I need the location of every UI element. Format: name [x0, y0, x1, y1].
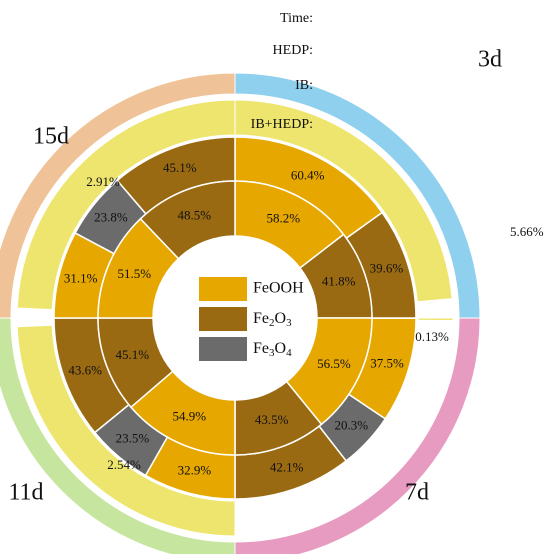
hedp-label-15d: 2.91% — [86, 174, 120, 189]
ib-label-feooh-7d: 37.5% — [370, 355, 404, 370]
ib-label-fe3o4-7d: 20.3% — [335, 417, 369, 432]
hedp-label-11d: 2.54% — [107, 457, 141, 472]
legend-text-fe3o4: Fe3O4 — [253, 340, 292, 359]
time-ring-15d — [0, 72, 236, 319]
row-label-2: IB: — [295, 78, 313, 93]
ib-label-fe2o3-7d: 42.1% — [270, 459, 304, 474]
hedp-ring-7d — [417, 317, 454, 322]
ibhedp-segment-feooh-15d — [97, 217, 180, 319]
ibhedp-label-fe2o3-7d: 43.5% — [255, 412, 289, 427]
ib-label-fe3o4-11d: 23.5% — [116, 430, 150, 445]
legend-swatch-fe2o3 — [199, 307, 247, 331]
hedp-ring-11d — [16, 324, 236, 537]
hedp-ring-3d — [234, 99, 453, 303]
hedp-ring-15d — [16, 99, 236, 311]
ibhedp-label-fe2o3-3d: 41.8% — [322, 274, 356, 289]
ib-label-feooh-11d: 32.9% — [178, 463, 212, 478]
period-label-15d: 15d — [33, 124, 69, 150]
ibhedp-label-feooh-7d: 56.5% — [317, 356, 351, 371]
row-label-3: IB+HEDP: — [251, 117, 313, 132]
ibhedp-label-feooh-11d: 54.9% — [172, 408, 206, 423]
ib-label-feooh-15d: 31.1% — [64, 271, 98, 286]
legend-text-feooh: FeOOH — [253, 280, 304, 297]
ibhedp-segment-feooh-7d — [285, 317, 373, 426]
ib-label-fe2o3-3d: 39.6% — [370, 260, 404, 275]
ibhedp-segment-feooh-3d — [234, 180, 345, 269]
period-label-11d: 11d — [8, 480, 43, 506]
ibhedp-label-feooh-3d: 58.2% — [267, 211, 301, 226]
row-label-1: HEDP: — [273, 43, 313, 58]
period-label-7d: 7d — [405, 480, 429, 506]
legend-text-fe2o3: Fe2O3 — [253, 310, 292, 329]
ibhedp-label-fe2o3-15d: 48.5% — [177, 207, 211, 222]
legend-swatch-fe3o4 — [199, 337, 247, 361]
ib-label-fe2o3-15d: 45.1% — [163, 160, 197, 175]
ib-label-feooh-3d: 60.4% — [291, 168, 325, 183]
hedp-label-7d: 0.13% — [415, 329, 449, 344]
row-label-0: Time: — [280, 11, 313, 26]
ib-label-fe2o3-11d: 43.6% — [68, 362, 102, 377]
hedp-label-3d: 5.66% — [510, 224, 544, 239]
legend-swatch-feooh — [199, 277, 247, 301]
ibhedp-label-fe2o3-11d: 45.1% — [116, 347, 150, 362]
ibhedp-label-feooh-15d: 51.5% — [118, 266, 152, 281]
ib-label-fe3o4-15d: 23.8% — [94, 210, 128, 225]
period-label-3d: 3d — [478, 47, 502, 73]
ibhedp-segment-fe2o3-15d — [139, 180, 236, 260]
